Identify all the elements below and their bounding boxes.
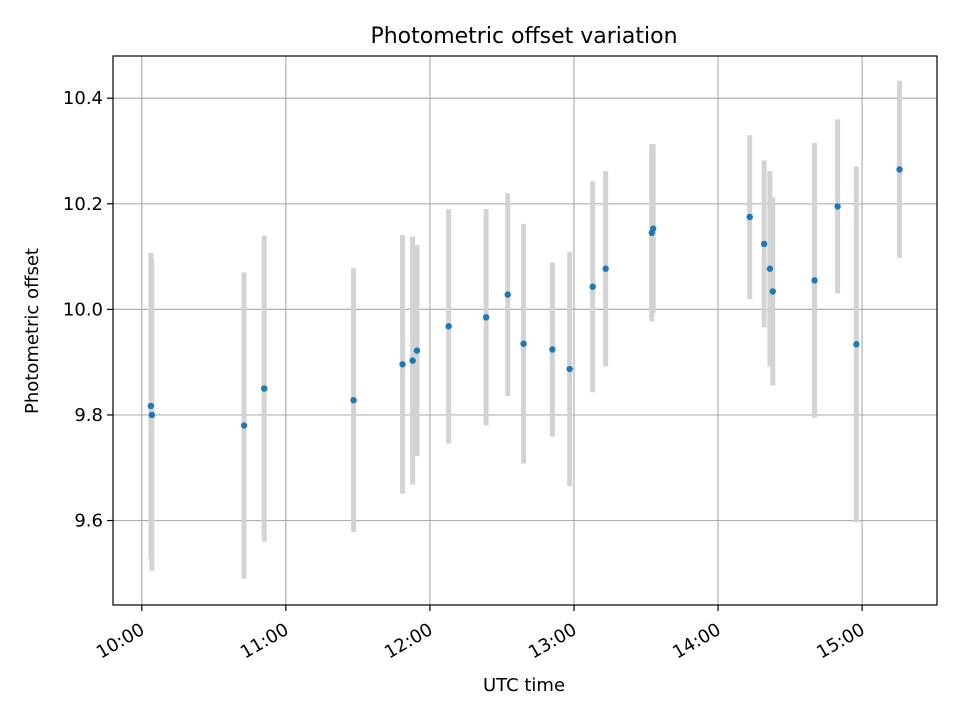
- y-tick-label: 9.8: [74, 405, 103, 426]
- y-tick-label: 10.0: [63, 299, 103, 320]
- data-point: [148, 411, 156, 419]
- data-point: [769, 288, 776, 295]
- y-tick-label: 10.4: [63, 88, 103, 109]
- y-tick-label: 9.6: [74, 511, 103, 532]
- data-point: [853, 341, 860, 348]
- data-point: [445, 323, 452, 330]
- y-tick-label: 10.2: [63, 194, 103, 215]
- data-point: [350, 396, 357, 404]
- data-point: [413, 347, 421, 354]
- data-point: [482, 314, 490, 321]
- data-point: [504, 291, 511, 298]
- data-point: [409, 357, 416, 364]
- data-point: [589, 283, 596, 290]
- data-point: [549, 346, 556, 353]
- data-point: [760, 240, 768, 248]
- y-axis-title: Photometric offset: [22, 248, 43, 414]
- grid: [113, 56, 937, 605]
- x-axis-title: UTC time: [483, 675, 565, 696]
- data-point: [240, 422, 248, 429]
- data-point: [896, 166, 903, 173]
- y-axis-ticks: 9.6 9.8 10.0 10.2 10.4: [63, 88, 113, 532]
- data-point: [746, 213, 753, 221]
- data-point: [811, 277, 818, 284]
- data-point: [520, 340, 527, 347]
- data-point: [566, 365, 573, 373]
- data-point: [602, 265, 609, 272]
- plot-frame: [112, 55, 938, 606]
- data-point: [261, 385, 268, 392]
- data-point: [399, 361, 406, 368]
- data-points: [147, 166, 903, 429]
- data-point: [834, 203, 841, 210]
- data-point: [147, 402, 155, 410]
- data-point: [766, 265, 774, 272]
- data-point: [650, 225, 657, 232]
- chart-title: Photometric offset variation: [370, 24, 677, 49]
